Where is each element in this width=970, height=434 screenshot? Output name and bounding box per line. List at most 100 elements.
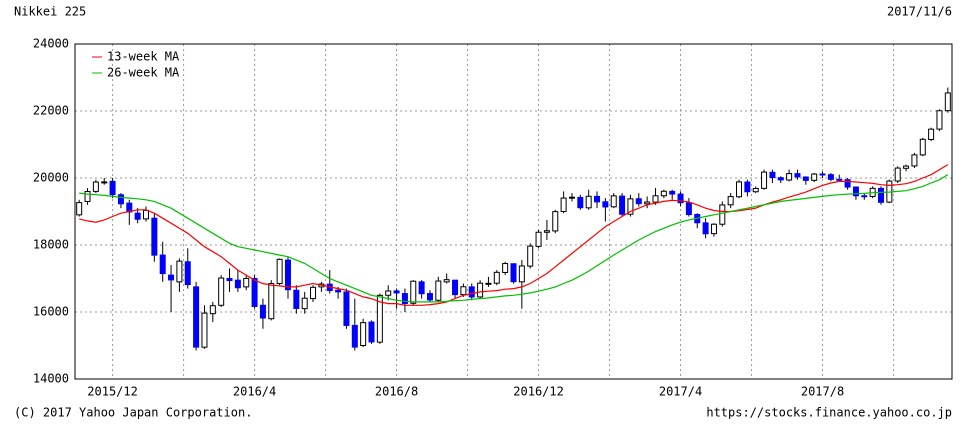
candle-body — [168, 274, 175, 281]
candle-body — [218, 277, 225, 306]
candle-body — [736, 181, 743, 198]
candle-body — [159, 254, 166, 275]
candle-body — [761, 171, 768, 189]
candle-body — [310, 286, 317, 300]
candle-body — [109, 180, 116, 196]
candles — [76, 87, 951, 351]
candle-body — [827, 174, 834, 180]
candle-body — [652, 195, 659, 203]
candle-body — [493, 271, 500, 284]
candle-body — [259, 304, 266, 319]
copyright: (C) 2017 Yahoo Japan Corporation. — [14, 406, 252, 420]
candle-body — [243, 277, 250, 288]
candle-body — [719, 204, 726, 225]
candle-body — [293, 289, 300, 309]
candle-body — [527, 245, 534, 267]
candle-body — [635, 198, 642, 205]
candle-body — [460, 286, 467, 296]
x-tick-label: 2016/12 — [513, 385, 564, 399]
candle-body — [852, 186, 859, 197]
candle-body — [284, 259, 291, 291]
x-tick-label: 2016/8 — [375, 385, 418, 399]
candle-body — [769, 171, 776, 179]
candle-body — [685, 202, 692, 216]
candle-body — [644, 201, 651, 205]
candle-body — [894, 167, 901, 182]
candle-body — [919, 138, 926, 156]
x-tick-label: 2015/12 — [87, 385, 138, 399]
moving-average-line — [79, 164, 949, 306]
candle-body — [619, 195, 626, 215]
candle-body — [802, 176, 809, 181]
candle-body — [727, 196, 734, 206]
y-tick-label: 16000 — [33, 305, 69, 319]
candle-body — [477, 282, 484, 298]
moving-average-line — [79, 174, 949, 303]
candle-body — [418, 281, 425, 295]
candle-body — [335, 289, 342, 293]
candle-body — [752, 188, 759, 193]
candle-body — [401, 293, 408, 304]
candle-body — [410, 280, 417, 304]
candle-body — [903, 165, 910, 169]
candle-body — [861, 195, 868, 198]
candle-body — [535, 231, 542, 247]
chart-date: 2017/11/6 — [887, 5, 952, 19]
candle-body — [844, 179, 851, 188]
candle-body — [226, 278, 233, 282]
candle-body — [209, 305, 216, 315]
candle-body — [552, 211, 559, 232]
candle-body — [435, 280, 442, 301]
candle-body — [393, 290, 400, 294]
candle-body — [426, 293, 433, 301]
candle-body — [184, 261, 191, 286]
candle-body — [710, 223, 717, 235]
candle-body — [376, 294, 383, 343]
candle-body — [101, 181, 108, 184]
candle-body — [268, 283, 275, 320]
candle-body — [660, 190, 667, 197]
candle-body — [819, 173, 826, 176]
candle-body — [84, 191, 91, 202]
candle-body — [142, 209, 149, 220]
candle-body — [702, 222, 709, 235]
candle-body — [151, 217, 158, 256]
candle-body — [234, 279, 241, 289]
candle-body — [794, 173, 801, 178]
candle-body — [577, 196, 584, 209]
candle-body — [911, 154, 918, 167]
candle-body — [568, 196, 575, 199]
candle-body — [76, 202, 83, 216]
candle-body — [543, 230, 550, 233]
candle-body — [193, 286, 200, 348]
candle-body — [351, 324, 358, 348]
y-tick-label: 22000 — [33, 104, 69, 118]
candle-body — [594, 195, 601, 203]
candle-body — [786, 173, 793, 181]
candle-body — [878, 187, 885, 203]
candle-body — [452, 279, 459, 296]
candle-body — [368, 321, 375, 343]
candle-body — [443, 279, 450, 283]
candle-body — [502, 263, 509, 273]
candle-body — [944, 92, 951, 112]
y-tick-label: 14000 — [33, 372, 69, 386]
y-tick-label: 24000 — [33, 37, 69, 51]
legend-label: 26-week MA — [107, 66, 180, 80]
candle-body — [92, 181, 99, 192]
candle-body — [485, 282, 492, 285]
candle-body — [777, 177, 784, 181]
x-tick-label: 2017/4 — [659, 385, 702, 399]
x-tick-label: 2017/8 — [801, 385, 844, 399]
candle-body — [385, 290, 392, 296]
legend-label: 13-week MA — [107, 50, 180, 64]
candle-body — [276, 258, 283, 285]
candle-body — [836, 178, 843, 181]
candle-body — [928, 128, 935, 140]
candle-body — [360, 322, 367, 347]
candle-body — [677, 193, 684, 204]
y-tick-label: 20000 — [33, 171, 69, 185]
candle-body — [518, 265, 525, 283]
